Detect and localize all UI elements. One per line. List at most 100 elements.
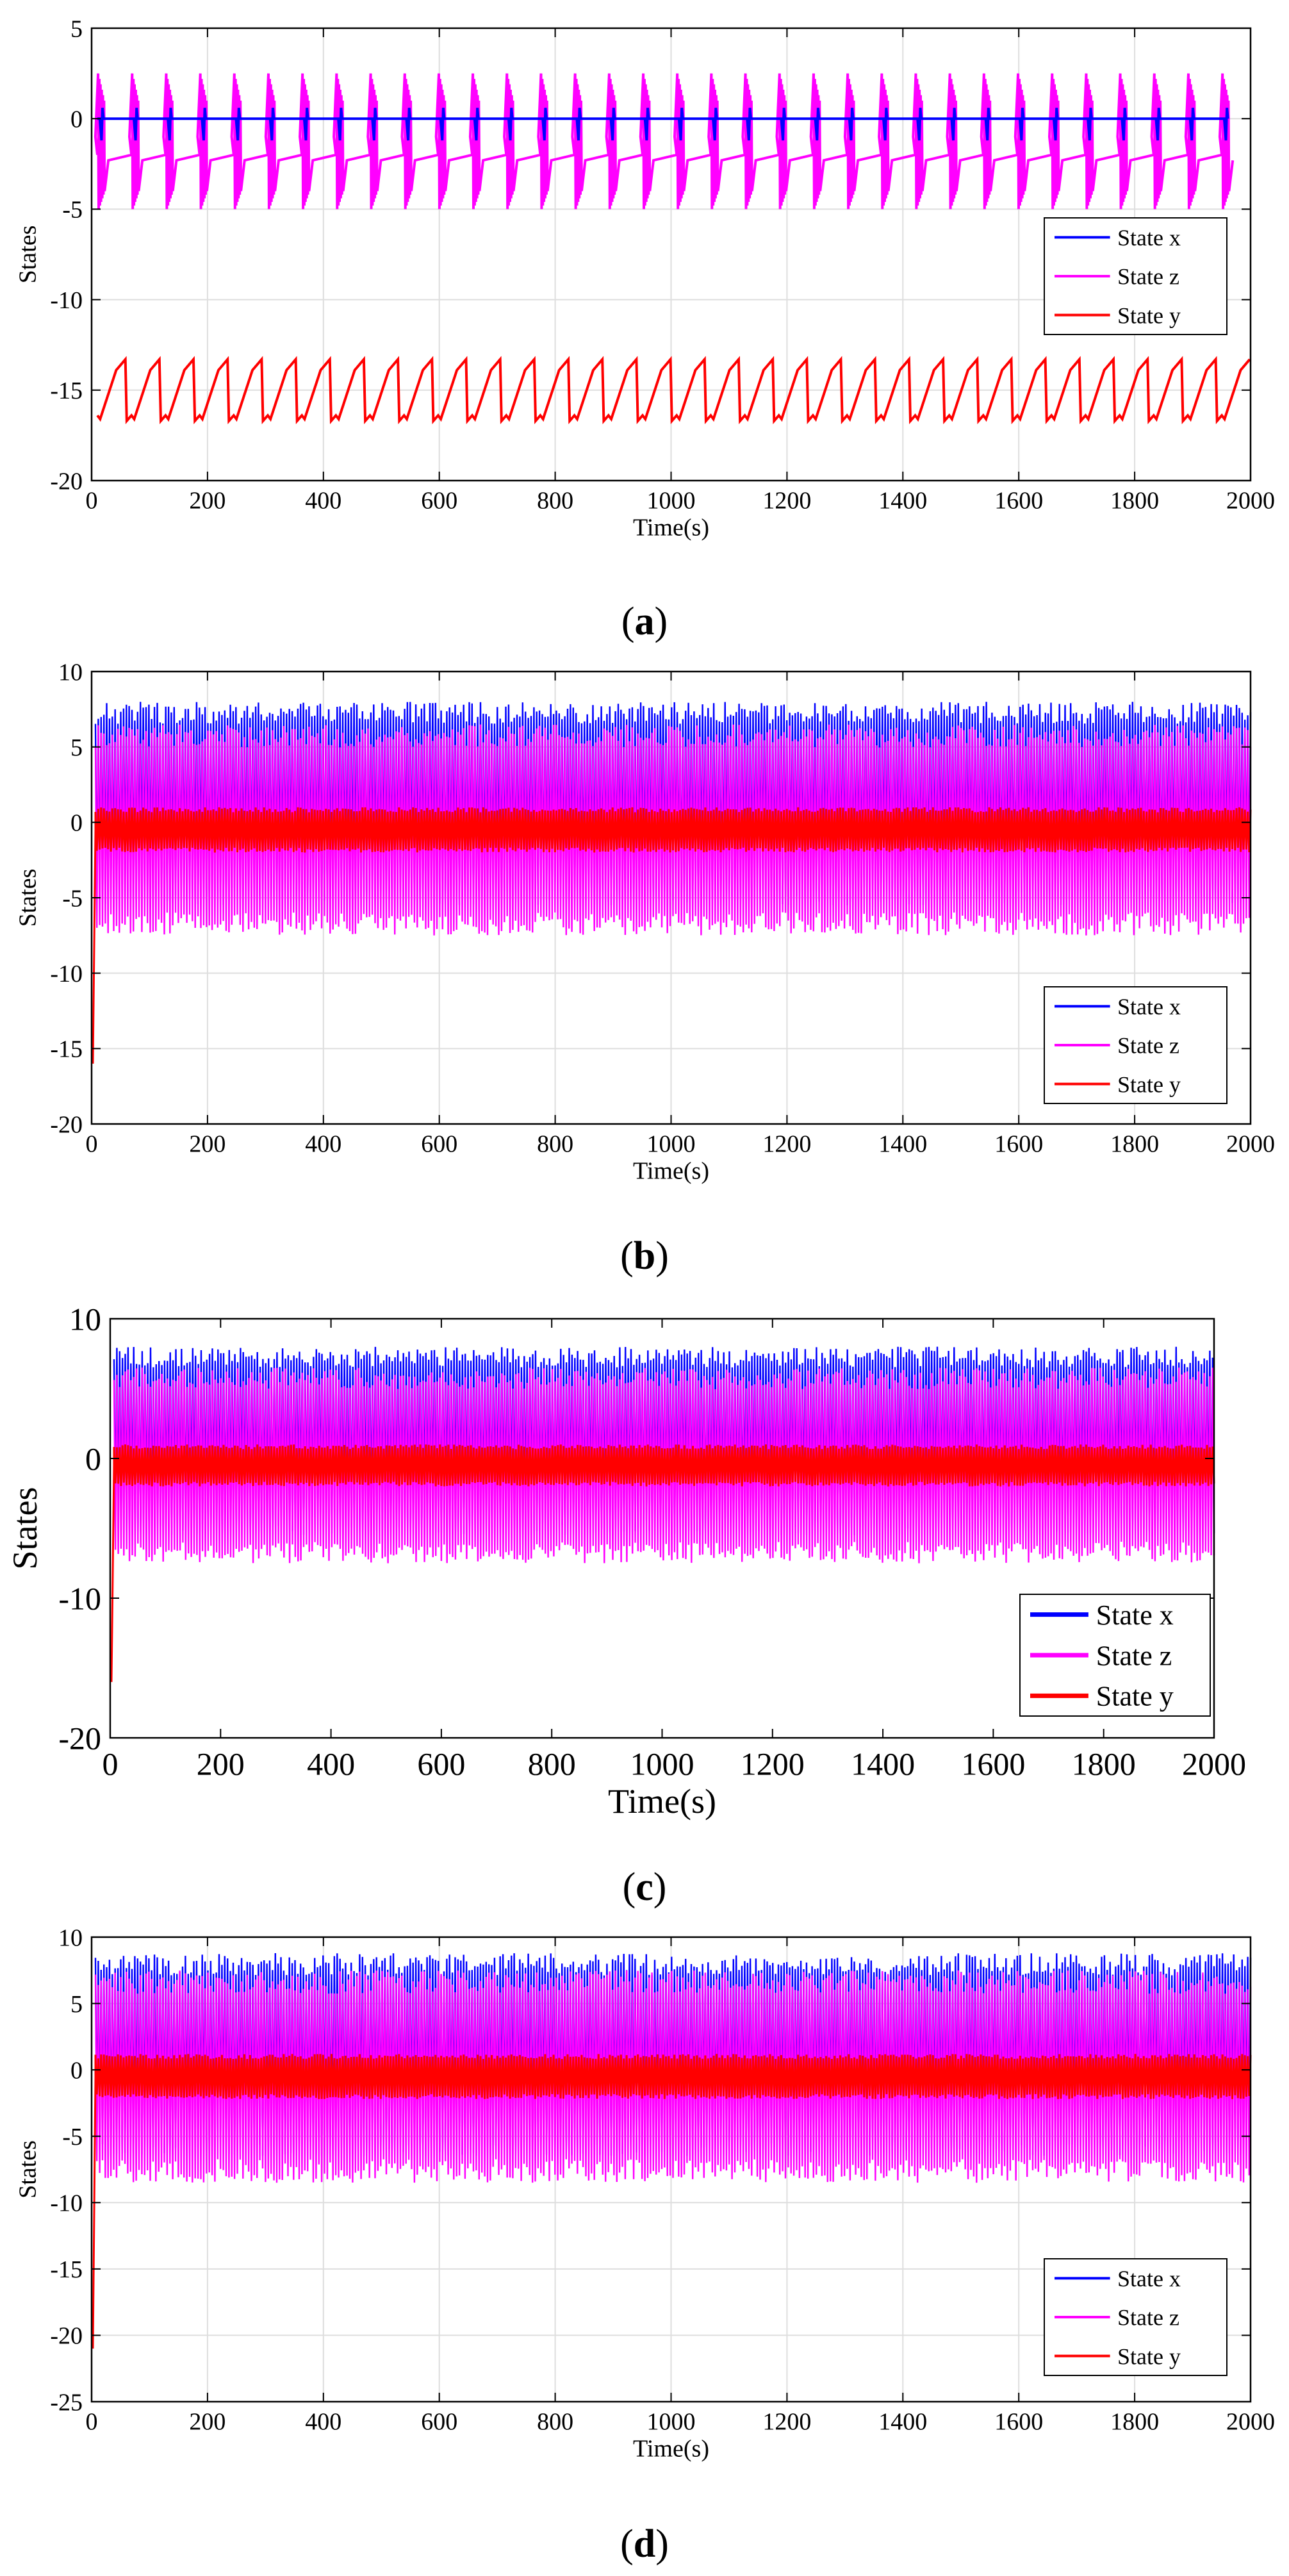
- chart-a-line-state-y: [96, 356, 1251, 425]
- chart-d-xtick-label-6: 1200: [762, 2409, 811, 2436]
- chart-d-series: [92, 1953, 1252, 2349]
- chart-b-legend-label-state-z: State z: [1117, 1033, 1179, 1059]
- chart-b-ytick-label-6: -20: [50, 1111, 83, 1138]
- caption-a-close: ): [654, 600, 668, 643]
- chart-d-xtick-label-0: 0: [86, 2409, 98, 2436]
- chart-c-ytick-label-0: 10: [69, 1301, 101, 1337]
- chart-d-xtick-label-7: 1400: [878, 2409, 927, 2436]
- caption-d: (d): [0, 2522, 1289, 2567]
- chart-a-xtick-label-8: 1600: [994, 488, 1043, 515]
- chart-d-xtick-label-2: 400: [305, 2409, 341, 2436]
- chart-c-series: [110, 1346, 1215, 1682]
- chart-a-xtick-label-0: 0: [86, 488, 98, 515]
- chart-d-ytick-label-7: -25: [50, 2389, 83, 2416]
- chart-a-xtick-label-2: 400: [305, 488, 341, 515]
- chart-b-ytick-label-5: -15: [50, 1036, 83, 1063]
- chart-d-ytick-label-1: 5: [70, 1991, 83, 2018]
- chart-c-ytick-label-3: -20: [58, 1721, 101, 1756]
- chart-c-legend-label-state-x: State x: [1096, 1599, 1174, 1631]
- chart-a-ylabel: States: [15, 226, 42, 284]
- chart-a-line-state-z: [94, 73, 1235, 210]
- caption-c: (c): [0, 1865, 1289, 1910]
- chart-c-xtick-label-6: 1200: [741, 1746, 805, 1782]
- caption-b-open: (: [620, 1234, 634, 1278]
- chart-b-xtick-label-7: 1400: [878, 1131, 927, 1158]
- chart-b-ytick-label-0: 10: [58, 659, 83, 686]
- chart-a-xtick-label-6: 1200: [762, 488, 811, 515]
- chart-a-ytick-label-3: -10: [50, 287, 83, 314]
- chart-d-legend-label-state-y: State y: [1117, 2343, 1181, 2369]
- chart-c-xtick-label-10: 2000: [1182, 1746, 1246, 1782]
- chart-d-line-state-z: [94, 1970, 1252, 2183]
- chart-a-series: [94, 73, 1251, 425]
- chart-a-ytick-label-2: -5: [62, 197, 83, 224]
- chart-d-xtick-label-10: 2000: [1226, 2409, 1275, 2436]
- chart-c: 0 200 400 600 800 1000 1200 1400 1600 1800 2000 10 0…: [6, 1301, 1246, 1821]
- chart-d-xtick-label-4: 800: [537, 2409, 573, 2436]
- caption-d-open: (: [620, 2522, 634, 2566]
- caption-d-label: d: [633, 2522, 656, 2566]
- chart-c-xtick-label-1: 200: [197, 1746, 245, 1782]
- chart-d-legend: State x State z State y: [1044, 2258, 1227, 2376]
- chart-a-xtick-label-7: 1400: [878, 488, 927, 515]
- chart-c-legend: State x State z State y: [1019, 1594, 1211, 1717]
- chart-d-xtick-label-3: 600: [421, 2409, 457, 2436]
- chart-c-ytick-label-1: 0: [85, 1441, 101, 1477]
- chart-b-legend: State x State z State y: [1044, 986, 1227, 1104]
- chart-a-xtick-label-10: 2000: [1226, 488, 1275, 515]
- caption-a-label: a: [634, 600, 655, 643]
- chart-d: 0 200 400 600 800 1000 1200 1400 1600 1800 2000 10 5…: [15, 1924, 1275, 2462]
- chart-b-xtick-label-6: 1200: [762, 1131, 811, 1158]
- chart-b-ytick-label-4: -10: [50, 961, 83, 987]
- chart-d-legend-label-state-x: State x: [1117, 2266, 1181, 2291]
- chart-d-ylabel: States: [15, 2140, 42, 2199]
- chart-c-legend-label-state-z: State z: [1096, 1640, 1172, 1671]
- chart-a-xtick-label-9: 1800: [1110, 488, 1159, 515]
- chart-a-legend: State x State z State y: [1044, 217, 1227, 335]
- chart-c-xtick-label-9: 1800: [1072, 1746, 1136, 1782]
- caption-b: (b): [0, 1234, 1289, 1279]
- chart-c-xtick-label-8: 1600: [961, 1746, 1025, 1782]
- chart-b-line-state-y: [92, 807, 1252, 1064]
- chart-b-xtick-label-10: 2000: [1226, 1131, 1275, 1158]
- chart-d-ytick-label-4: -10: [50, 2190, 83, 2217]
- chart-b-xtick-label-4: 800: [537, 1131, 573, 1158]
- chart-d-line-state-y: [92, 2054, 1252, 2349]
- chart-a-legend-label-state-z: State z: [1117, 264, 1179, 290]
- chart-d-legend-label-state-z: State z: [1117, 2305, 1179, 2331]
- chart-b-legend-label-state-x: State x: [1117, 994, 1181, 1020]
- caption-d-close: ): [655, 2522, 669, 2566]
- chart-d-ytick-label-6: -20: [50, 2323, 83, 2350]
- chart-a-xtick-label-5: 1000: [647, 488, 696, 515]
- chart-d-xtick-label-8: 1600: [994, 2409, 1043, 2436]
- chart-c-ytick-label-2: -10: [58, 1581, 101, 1617]
- chart-a-xtick-label-1: 200: [189, 488, 226, 515]
- chart-a-xtick-label-4: 800: [537, 488, 573, 515]
- chart-a-legend-label-state-x: State x: [1117, 225, 1181, 251]
- caption-a: (a): [0, 599, 1289, 645]
- chart-c-ylabel: States: [6, 1487, 44, 1570]
- chart-d-xlabel: Time(s): [633, 2436, 709, 2463]
- chart-c-xtick-label-2: 400: [307, 1746, 355, 1782]
- caption-c-open: (: [622, 1865, 636, 1909]
- chart-c-xlabel: Time(s): [608, 1782, 716, 1821]
- chart-a-ytick-label-4: -15: [50, 377, 83, 404]
- chart-b-xtick-label-9: 1800: [1110, 1131, 1159, 1158]
- caption-a-open: (: [621, 600, 635, 643]
- chart-a-xtick-label-3: 600: [421, 488, 457, 515]
- chart-a-xlabel: Time(s): [633, 515, 709, 541]
- chart-c-xtick-label-7: 1400: [851, 1746, 915, 1782]
- chart-a-ytick-label-5: -20: [50, 468, 83, 495]
- chart-c-legend-label-state-y: State y: [1096, 1681, 1174, 1712]
- chart-b-legend-label-state-y: State y: [1117, 1071, 1181, 1097]
- chart-a-line-state-x: [97, 108, 1229, 141]
- caption-b-label: b: [633, 1234, 656, 1278]
- chart-c-xtick-label-4: 800: [528, 1746, 576, 1782]
- chart-d-ytick-label-2: 0: [70, 2057, 83, 2084]
- chart-b-ylabel: States: [15, 869, 42, 927]
- chart-b-xtick-label-2: 400: [305, 1131, 341, 1158]
- caption-b-close: ): [655, 1234, 669, 1278]
- chart-b-xtick-label-8: 1600: [994, 1131, 1043, 1158]
- chart-a-ytick-label-1: 0: [70, 106, 83, 133]
